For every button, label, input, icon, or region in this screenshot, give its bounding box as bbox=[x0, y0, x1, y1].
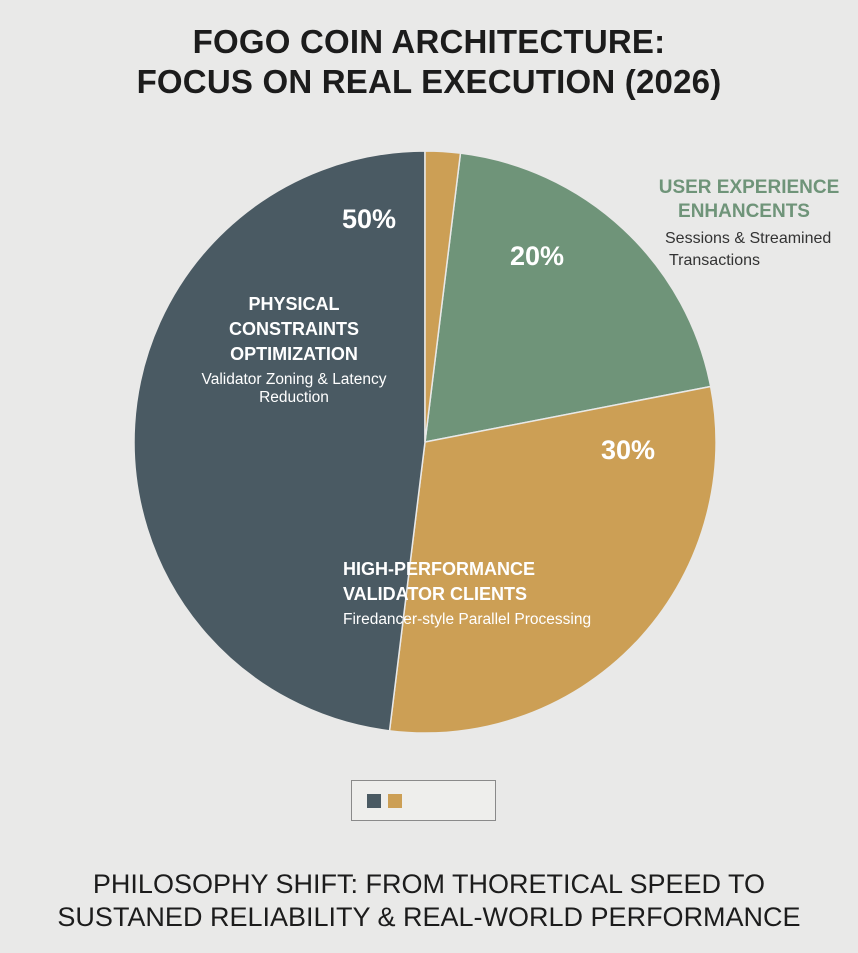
pct-label-ux: 20% bbox=[510, 241, 565, 271]
validator-name-line-2: VALIDATOR CLIENTS bbox=[343, 584, 527, 604]
physical-name-line-1: PHYSICAL bbox=[248, 294, 340, 314]
physical-subtitle: Validator Zoning & Latency Reduction bbox=[201, 371, 387, 406]
slice-label-physical: PHYSICAL CONSTRAINTS OPTIMIZATION Valida… bbox=[168, 292, 420, 407]
pie-slice-validator bbox=[388, 385, 717, 734]
validator-name-line-1: HIGH-PERFORMANCE bbox=[343, 559, 535, 579]
chart-title-line-2: FOCUS ON REAL EXECUTION (2026) bbox=[136, 63, 722, 100]
legend-swatch-validator bbox=[388, 794, 402, 808]
chart-title-line-1: FOGO COIN ARCHITECTURE: bbox=[192, 23, 666, 60]
pie-slice-ux bbox=[424, 152, 712, 443]
pct-label-physical: 50% bbox=[342, 204, 397, 234]
ux-name-line-1: USER EXPERIENCE bbox=[658, 177, 840, 198]
pie-slice-physical bbox=[133, 150, 426, 732]
ux-subtitle-line-1: Sessions & Streamined bbox=[665, 230, 832, 247]
validator-subtitle: Firedancer-style Parallel Processing bbox=[343, 611, 592, 628]
physical-name-line-2: CONSTRAINTS bbox=[229, 319, 359, 339]
legend-swatch-physical bbox=[367, 794, 381, 808]
footer-caption: PHILOSOPHY SHIFT: FROM THORETICAL SPEED … bbox=[0, 868, 858, 934]
footer-line-2: SUSTANED RELIABILITY & REAL-WORLD PERFOR… bbox=[57, 902, 801, 932]
ux-subtitle-line-2: Transactions bbox=[669, 252, 760, 269]
slice-label-validator: HIGH-PERFORMANCE VALIDATOR CLIENTS Fired… bbox=[343, 557, 663, 629]
slice-label-ux: USER EXPERIENCE ENHANCENTS Sessions & St… bbox=[651, 176, 856, 272]
pie-slice-sliver bbox=[424, 150, 462, 443]
legend bbox=[351, 780, 496, 821]
chart-title: FOGO COIN ARCHITECTURE: FOCUS ON REAL EX… bbox=[0, 22, 858, 102]
ux-name-line-2: ENHANCENTS bbox=[678, 201, 810, 222]
footer-line-1: PHILOSOPHY SHIFT: FROM THORETICAL SPEED … bbox=[92, 869, 766, 899]
physical-name-line-3: OPTIMIZATION bbox=[230, 344, 358, 364]
pct-label-validator: 30% bbox=[601, 435, 656, 465]
